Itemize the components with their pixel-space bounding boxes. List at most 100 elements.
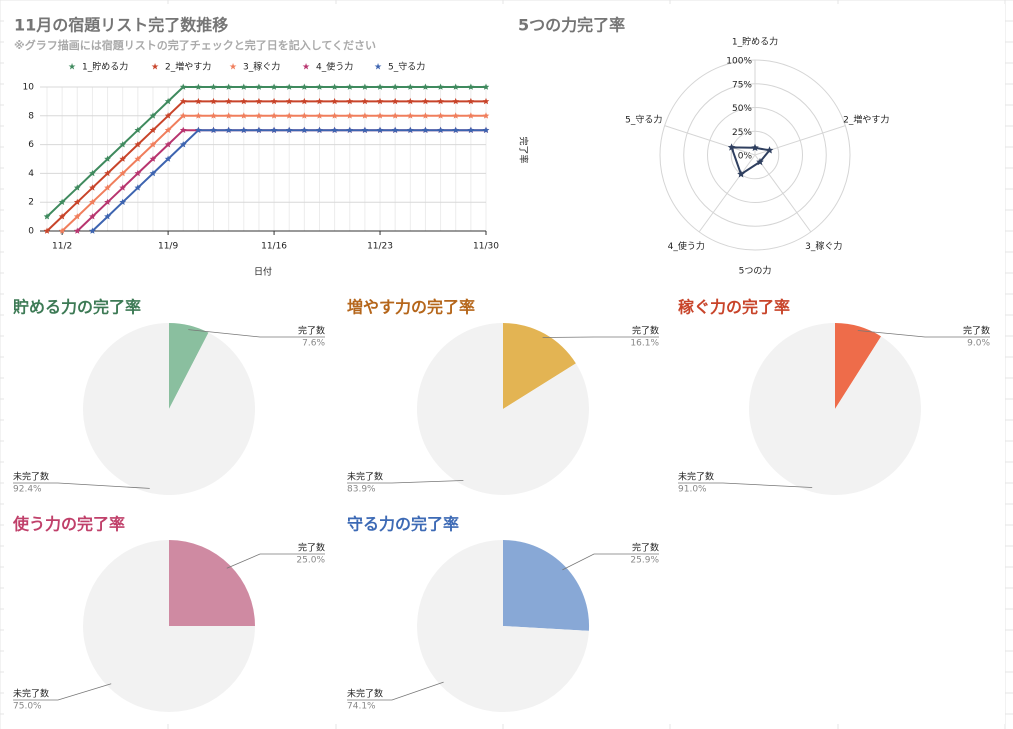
r-tick-label: 75% (732, 80, 752, 90)
leader-line (13, 482, 150, 489)
point-marker (467, 97, 475, 105)
point-marker (179, 126, 187, 133)
point-marker (437, 97, 444, 105)
point-marker (301, 97, 308, 105)
point-marker (210, 83, 217, 90)
point-marker (89, 184, 96, 191)
point-marker (73, 198, 81, 205)
legend-label: 4_使う力 (316, 61, 353, 73)
point-marker (149, 169, 157, 177)
point-marker (240, 83, 248, 90)
x-tick-label: 11/9 (158, 242, 178, 252)
spoke (698, 154, 756, 233)
point-marker (164, 97, 172, 105)
chart-title: 守る力の完了率 (347, 515, 459, 534)
slice-label: 完了数 (298, 325, 325, 337)
x-tick-label: 11/23 (367, 242, 393, 252)
pie-slice (417, 540, 589, 712)
point-marker (195, 97, 202, 105)
point-marker (316, 126, 323, 133)
point-marker (331, 97, 338, 105)
point-marker (58, 198, 66, 205)
point-marker (467, 112, 475, 119)
point-marker (104, 198, 111, 205)
point-marker (437, 112, 444, 119)
slice-label: 完了数 (632, 325, 659, 337)
leader-line (347, 480, 464, 484)
point-marker (225, 112, 232, 119)
point-marker (270, 112, 278, 119)
leader-line (678, 482, 813, 488)
r-tick-label: 0% (738, 152, 753, 162)
point-marker (89, 198, 96, 205)
leader-line (542, 336, 659, 338)
slice-label: 完了数 (963, 325, 990, 337)
leader-line (226, 553, 325, 569)
point-marker (361, 83, 369, 90)
category-label: 1_貯める力 (732, 36, 778, 48)
point-marker (240, 97, 248, 105)
point-marker (346, 83, 354, 90)
point-marker (104, 155, 111, 162)
point-marker (437, 126, 444, 133)
pie-slice (503, 323, 576, 409)
legend-label: 5_守る力 (388, 61, 425, 73)
leader-line (188, 329, 325, 338)
legend-label: 1_貯める力 (82, 61, 128, 73)
point-marker (331, 112, 338, 119)
point-marker (149, 112, 157, 119)
pie-slice (169, 540, 255, 626)
slice-value: 74.1% (347, 702, 376, 712)
point-marker (43, 213, 51, 220)
y-tick-label: 8 (28, 111, 34, 121)
point-marker (482, 126, 490, 133)
slice-value: 7.6% (302, 339, 325, 349)
pie-slice (83, 540, 255, 712)
legend-label: 3_稼ぐ力 (243, 61, 280, 73)
y-tick-label: 4 (28, 169, 34, 179)
x-tick-label: 11/16 (261, 242, 287, 252)
point-marker (361, 97, 369, 105)
point-marker (119, 155, 126, 162)
slice-label: 未完了数 (13, 471, 49, 483)
point-marker (195, 126, 202, 133)
category-label: 4_使う力 (668, 240, 705, 252)
point-marker (391, 112, 399, 119)
slice-value: 25.0% (296, 556, 325, 566)
point-marker (361, 112, 369, 119)
leader-line (347, 681, 444, 701)
point-marker (727, 143, 736, 151)
point-marker (119, 198, 126, 205)
point-marker (422, 83, 429, 90)
point-marker (240, 126, 248, 133)
point-marker (58, 227, 66, 234)
point-marker (270, 83, 278, 90)
point-marker (437, 83, 444, 90)
point-marker (179, 97, 187, 105)
point-marker (210, 97, 217, 105)
slice-value: 92.4% (13, 485, 42, 495)
point-marker (104, 169, 111, 177)
chart-title: 11月の宿題リスト完了数推移 (14, 16, 228, 35)
point-marker (89, 213, 96, 220)
point-marker (391, 97, 399, 105)
legend-marker: ★ (229, 63, 237, 73)
point-marker (149, 155, 157, 162)
point-marker (164, 112, 172, 119)
point-marker (482, 83, 490, 90)
point-marker (73, 227, 81, 234)
point-marker (119, 184, 126, 191)
leader-line (562, 553, 659, 571)
y-axis-label: 完了率 (518, 136, 530, 163)
point-marker (134, 155, 142, 162)
x-axis-label: 日付 (254, 267, 272, 278)
point-marker (376, 97, 384, 105)
r-tick-label: 25% (732, 128, 752, 138)
point-marker (391, 83, 399, 90)
point-marker (301, 83, 308, 90)
pie-slice (748, 322, 921, 495)
point-marker (452, 83, 460, 90)
point-marker (255, 97, 263, 105)
slice-value: 91.0% (678, 485, 707, 495)
